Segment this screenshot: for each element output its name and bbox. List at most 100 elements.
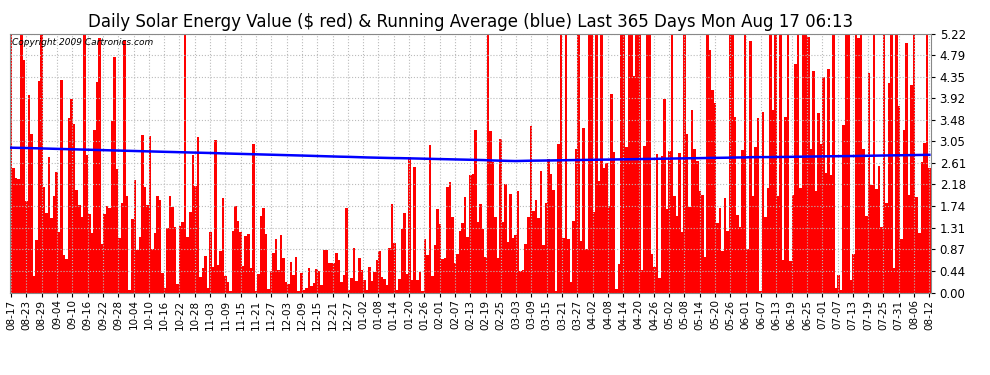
Bar [608,206,610,292]
Bar [565,34,567,292]
Bar [156,196,158,292]
Bar [222,198,225,292]
Bar [254,291,257,292]
Bar [582,128,585,292]
Bar [911,85,913,292]
Bar [817,113,820,292]
Bar [474,130,476,292]
Bar [350,278,353,292]
Bar [57,232,60,292]
Bar [663,99,665,292]
Bar [734,117,737,292]
Bar [921,162,923,292]
Bar [665,209,668,292]
Bar [63,255,65,292]
Bar [310,286,313,292]
Bar [101,244,103,292]
Bar [331,263,333,292]
Bar [163,288,166,292]
Bar [386,285,388,292]
Bar [456,254,459,292]
Bar [96,82,98,292]
Bar [262,208,264,292]
Bar [890,34,893,292]
Bar [512,238,515,292]
Bar [739,227,742,292]
Bar [434,244,437,292]
Bar [789,261,792,292]
Bar [638,34,641,292]
Bar [805,34,807,292]
Bar [727,231,729,292]
Bar [257,274,259,292]
Bar [618,264,621,292]
Bar [378,251,381,292]
Bar [68,117,70,292]
Bar [761,112,764,292]
Bar [691,110,693,292]
Bar [179,226,181,292]
Bar [784,117,787,292]
Bar [466,237,469,292]
Bar [259,216,262,292]
Bar [535,201,538,292]
Bar [701,195,704,292]
Bar [416,280,419,292]
Bar [509,194,512,292]
Bar [360,270,363,292]
Bar [877,166,880,292]
Bar [688,207,691,292]
Bar [60,80,63,292]
Bar [815,191,817,292]
Bar [336,253,338,292]
Bar [709,50,711,292]
Bar [414,167,416,292]
Bar [833,34,835,292]
Bar [396,290,398,292]
Bar [810,149,812,292]
Bar [719,208,722,292]
Bar [383,279,386,292]
Bar [13,168,15,292]
Bar [515,235,517,292]
Bar [580,241,582,292]
Bar [134,180,136,292]
Bar [476,222,479,292]
Bar [269,270,272,292]
Bar [264,234,267,292]
Bar [282,258,285,292]
Bar [737,215,739,292]
Bar [25,201,28,292]
Bar [492,162,494,292]
Bar [792,195,794,292]
Bar [186,237,189,292]
Bar [844,34,847,292]
Bar [194,186,197,292]
Bar [538,217,540,292]
Bar [800,188,802,292]
Bar [603,168,605,292]
Bar [197,137,199,292]
Bar [774,34,777,292]
Bar [313,283,315,292]
Bar [373,272,375,292]
Bar [600,34,603,292]
Bar [469,175,471,292]
Bar [900,239,903,292]
Bar [479,204,481,292]
Bar [497,258,499,292]
Bar [18,179,20,292]
Bar [297,291,300,292]
Bar [85,155,88,292]
Bar [706,34,709,292]
Bar [129,290,131,292]
Bar [204,256,207,292]
Bar [347,290,350,292]
Bar [631,34,633,292]
Bar [825,173,828,292]
Bar [532,211,535,292]
Bar [419,272,421,292]
Bar [80,217,83,292]
Bar [290,262,292,292]
Bar [855,34,857,292]
